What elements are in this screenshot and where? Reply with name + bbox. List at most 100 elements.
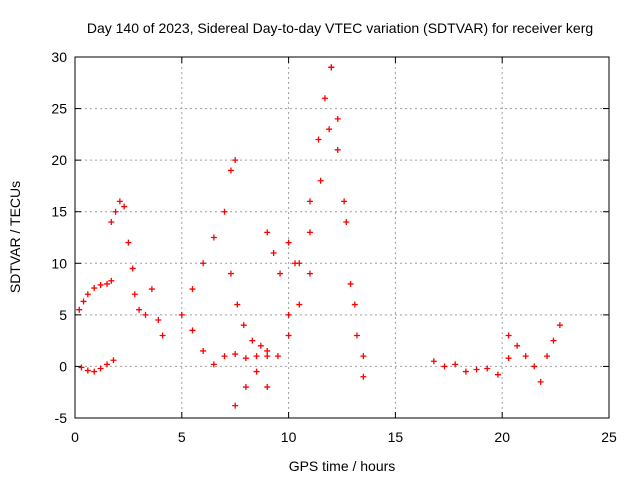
series-arc-fall-from-peak [328,64,367,380]
data-point [514,342,521,349]
data-point [253,368,260,375]
data-point [270,249,277,256]
data-point [232,351,239,358]
data-point [452,361,459,368]
series-arc-9h-mid [264,229,299,277]
data-point [108,277,115,284]
data-point [360,373,367,380]
data-point [544,353,551,360]
x-tick-label: 25 [601,429,617,445]
data-point [97,365,104,372]
data-point [142,311,149,318]
data-point [505,355,512,362]
series-arc-early-high [108,198,136,272]
data-point [178,311,185,318]
data-point [264,353,271,360]
data-point [159,332,166,339]
data-point [91,285,98,292]
series-arc-22h [505,322,563,385]
data-point [200,260,207,267]
data-point [296,260,303,267]
data-point [462,368,469,375]
data-point [210,361,217,368]
chart-title: Day 140 of 2023, Sidereal Day-to-day VTE… [87,20,593,36]
y-axis-label: SDTVAR / TECUs [7,181,23,293]
series-arc-rise-to-peak [285,64,335,318]
data-point [129,265,136,272]
data-point [242,384,249,391]
data-point [131,291,138,298]
data-point [253,353,260,360]
series-arc-8h-dip [227,270,271,360]
data-point [484,365,491,372]
y-tick-label: 0 [59,358,67,374]
data-point [321,95,328,102]
series-arc-low-6to9 [189,327,271,368]
y-tick-label: 15 [51,204,67,220]
data-marks [76,64,563,409]
data-point [317,177,324,184]
data-point [296,301,303,308]
data-point [285,311,292,318]
data-point [264,384,271,391]
data-point [210,234,217,241]
data-point [360,353,367,360]
data-point [78,364,85,371]
data-point [334,146,341,153]
series-arc-second-peak [306,126,367,360]
data-point [242,355,249,362]
data-point [257,342,264,349]
y-tick-label: -5 [55,410,68,426]
data-point [306,229,313,236]
x-tick-label: 0 [71,429,79,445]
data-point [200,347,207,354]
data-point [84,367,91,374]
data-point [110,357,117,364]
series-arc-low-descent [232,270,313,409]
data-point [326,126,333,133]
x-tick-label: 15 [388,429,404,445]
data-point [84,291,91,298]
data-point [306,198,313,205]
data-point [189,286,196,293]
data-point [341,198,348,205]
series-arc-evening-band [430,355,512,378]
grid [75,57,609,418]
data-point [494,371,501,378]
data-point [80,298,87,305]
data-point [473,366,480,373]
data-point [116,198,123,205]
data-point [136,306,143,313]
data-point [227,270,234,277]
data-point [104,280,111,287]
data-point [522,353,529,360]
data-point [343,219,350,226]
data-point [240,322,247,329]
data-point [315,136,322,143]
data-point [221,353,228,360]
y-tick-label: 20 [51,152,67,168]
data-point [91,368,98,375]
data-point [550,337,557,344]
data-point [227,167,234,174]
data-point [249,337,256,344]
data-point [189,327,196,334]
data-point [285,239,292,246]
data-point [232,157,239,164]
data-point [112,208,119,215]
series-arc-early-mid [76,277,115,313]
data-point [76,306,83,313]
data-point [264,229,271,236]
data-point [108,219,115,226]
series-arc-early-low [78,357,117,375]
data-point [121,203,128,210]
data-point [334,115,341,122]
y-tick-label: 25 [51,101,67,117]
x-tick-label: 20 [494,429,510,445]
data-point [328,64,335,71]
data-point [556,322,563,329]
data-point [441,363,448,370]
data-point [430,358,437,365]
